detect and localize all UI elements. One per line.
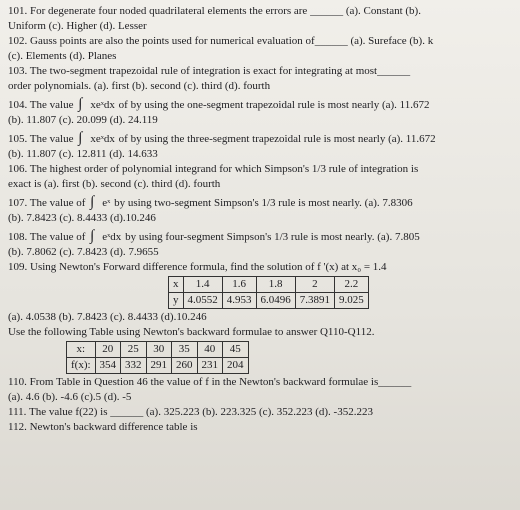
table-row: x: 20 25 30 35 40 45: [66, 341, 249, 358]
text: 102. Gauss points are also the points us…: [8, 35, 434, 47]
table-cell: 332: [120, 357, 147, 374]
text-line: 101. For degenerate four noded quadrilat…: [8, 4, 514, 19]
text-line: exact is (a). first (b). second (c). thi…: [8, 177, 514, 192]
upper-limit: 2.2: [92, 226, 101, 227]
table-cell: 260: [171, 357, 198, 374]
text: (b). 7.8423 (c). 8.4433 (d).10.246: [8, 212, 156, 224]
text: (b). 7.8062 (c). 7.8423 (d). 7.9655: [8, 246, 159, 258]
text: 110. From Table in Question 46 the value…: [8, 376, 412, 388]
integral-sign: ∫: [78, 96, 83, 112]
table-row: y 4.0552 4.953 6.0496 7.3891 9.025: [168, 292, 369, 309]
integrand: xeˣdx: [90, 99, 115, 111]
table-cell: 7.3891: [294, 292, 336, 309]
integral: ∫2.20.2xeˣdx: [76, 94, 116, 113]
text: 101. For degenerate four noded quadrilat…: [8, 5, 421, 17]
table-cell: y: [168, 292, 184, 309]
text: of by using the three-segment trapezoida…: [115, 133, 436, 145]
integrand: eˣdx: [102, 231, 122, 243]
integral-sign: ∫: [90, 194, 95, 210]
table-cell: 1.8: [255, 276, 296, 293]
text: 106. The highest order of polynomial int…: [8, 163, 419, 175]
text: (c). Elements (d). Planes: [8, 50, 117, 62]
table-cell: f(x):: [66, 357, 96, 374]
text-line: 105. The value ∫2.20.2xeˣdx of by using …: [8, 128, 514, 147]
data-table: x 1.4 1.6 1.8 2 2.2 y 4.0552 4.953 6.0496 7.3891 9.…: [168, 276, 369, 309]
text: 105. The value: [8, 133, 77, 145]
text: of by using the one-segment trapezoidal …: [115, 99, 430, 111]
table-cell: x: [168, 276, 184, 293]
text-line: 102. Gauss points are also the points us…: [8, 34, 514, 49]
table-cell: 35: [171, 341, 198, 358]
text-line: (b). 11.807 (c). 12.811 (d). 14.633: [8, 147, 514, 162]
text-line: 104. The value ∫2.20.2xeˣdx of by using …: [8, 94, 514, 113]
table-cell: 204: [222, 357, 249, 374]
text: (b). 11.807 (c). 20.099 (d). 24.119: [8, 114, 158, 126]
table-cell: 40: [196, 341, 224, 358]
table-cell: 9.025: [334, 292, 369, 309]
text-line: (b). 11.807 (c). 20.099 (d). 24.119: [8, 113, 514, 128]
table-cell: 25: [120, 341, 147, 358]
text-line: 103. The two-segment trapezoidal rule of…: [8, 64, 514, 79]
table-row: f(x): 354 332 291 260 231 204: [66, 357, 249, 374]
text: order polynomials. (a). first (b). secon…: [8, 80, 271, 92]
text-line: (b). 7.8423 (c). 8.4433 (d).10.246: [8, 211, 514, 226]
integrand: xeˣdx: [90, 133, 115, 145]
text: 108. The value of: [8, 231, 89, 243]
upper-limit: 2.2: [80, 94, 89, 95]
integral-sign: ∫: [90, 228, 95, 244]
text: (b). 11.807 (c). 12.811 (d). 14.633: [8, 148, 158, 160]
text: 103. The two-segment trapezoidal rule of…: [8, 65, 411, 77]
table-cell: 45: [222, 341, 249, 358]
text: 107. The value of: [8, 197, 89, 209]
text-line: 106. The highest order of polynomial int…: [8, 162, 514, 177]
text-line: 112. Newton's backward difference table …: [8, 420, 514, 435]
text: 109. Using Newton's Forward difference f…: [8, 261, 387, 273]
text: (a). 4.0538 (b). 7.8423 (c). 8.4433 (d).…: [8, 311, 207, 323]
upper-limit: 2.2: [92, 192, 101, 193]
text: 104. The value: [8, 99, 77, 111]
integral: ∫2.20.2eˣ: [88, 192, 111, 211]
text-line: (a). 4.6 (b). -4.6 (c).5 (d). -5: [8, 390, 514, 405]
text: Use the following Table using Newton's b…: [8, 326, 375, 338]
upper-limit: 2.2: [80, 128, 89, 129]
text-line: order polynomials. (a). first (b). secon…: [8, 79, 514, 94]
text: (a). 4.6 (b). -4.6 (c).5 (d). -5: [8, 391, 132, 403]
table-cell: 2.2: [334, 276, 369, 293]
text-line: (b). 7.8062 (c). 7.8423 (d). 7.9655: [8, 245, 514, 260]
text-line: 110. From Table in Question 46 the value…: [8, 375, 514, 390]
table-cell: 30: [145, 341, 173, 358]
table-cell: 1.4: [182, 276, 223, 293]
table-cell: 231: [196, 357, 224, 374]
text-line: 111. The value f(22) is ______ (a). 325.…: [8, 405, 514, 420]
table-cell: x:: [66, 341, 96, 358]
integral: ∫2.20.2xeˣdx: [76, 128, 116, 147]
table-cell: 354: [94, 357, 122, 374]
text-line: Uniform (c). Higher (d). Lesser: [8, 19, 514, 34]
table-cell: 291: [145, 357, 173, 374]
table-row: x 1.4 1.6 1.8 2 2.2: [168, 276, 369, 293]
text: 111. The value f(22) is ______ (a). 325.…: [8, 406, 373, 418]
text-line: 107. The value of ∫2.20.2eˣ by using two…: [8, 192, 514, 211]
table-cell: 4.953: [221, 292, 257, 309]
text: 112. Newton's backward difference table …: [8, 421, 198, 433]
data-table: x: 20 25 30 35 40 45 f(x): 354 332 291 260 231 204: [66, 341, 249, 374]
text-line: (a). 4.0538 (b). 7.8423 (c). 8.4433 (d).…: [8, 310, 514, 325]
table-cell: 2: [294, 276, 336, 293]
text-line: 109. Using Newton's Forward difference f…: [8, 260, 514, 275]
text: Uniform (c). Higher (d). Lesser: [8, 20, 147, 32]
integrand: eˣ: [102, 197, 111, 209]
table-cell: 4.0552: [182, 292, 223, 309]
text: by using two-segment Simpson's 1/3 rule …: [111, 197, 413, 209]
text-line: 108. The value of ∫2.20.2eˣdx by using f…: [8, 226, 514, 245]
text-line: Use the following Table using Newton's b…: [8, 325, 514, 340]
integral: ∫2.20.2eˣdx: [88, 226, 122, 245]
integral-sign: ∫: [78, 130, 83, 146]
text: by using four-segment Simpson's 1/3 rule…: [122, 231, 420, 243]
text: exact is (a). first (b). second (c). thi…: [8, 178, 221, 190]
table-cell: 1.6: [221, 276, 257, 293]
table-cell: 20: [94, 341, 122, 358]
text-line: (c). Elements (d). Planes: [8, 49, 514, 64]
table-cell: 6.0496: [255, 292, 296, 309]
